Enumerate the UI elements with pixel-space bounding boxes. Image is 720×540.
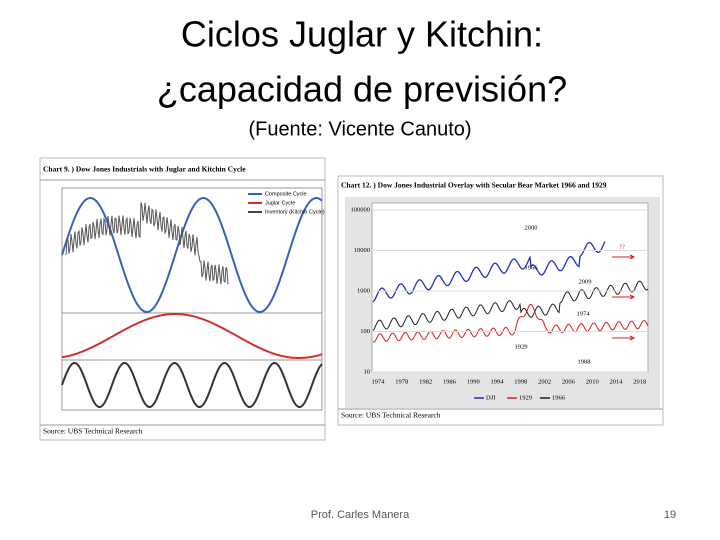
legend-label: Inventory (Kitchin Cycle) [265, 209, 325, 215]
x-tick-label: 2010 [586, 378, 599, 385]
composite-curve [61, 197, 323, 314]
legend-label: Juglar Cycle [265, 200, 295, 206]
y-tick-label: 10 [364, 368, 371, 375]
annotation: ?? [619, 243, 625, 250]
dow-curve [65, 202, 229, 285]
x-tick-label: 2018 [633, 378, 646, 385]
y-tick-label: 10000 [354, 247, 370, 254]
y-tick-label: 100000 [351, 206, 371, 213]
x-tick-label: 1986 [443, 378, 457, 385]
legend-label: Composite Cycle [265, 191, 307, 197]
x-tick-label: 1974 [372, 378, 386, 385]
annotation: 2009 [579, 278, 592, 285]
y-tick-label: 100 [360, 328, 370, 335]
legend-label: DJI [486, 394, 495, 401]
arrow [612, 335, 636, 341]
x-tick-label: 2006 [562, 378, 576, 385]
annotation: 1988 [578, 358, 591, 365]
left-chart: Chart 9. ) Dow Jones Industrials with Ju… [39, 157, 326, 441]
legend-label: 1929 [519, 394, 532, 401]
annotation: 1974 [577, 310, 591, 317]
x-tick-label: 2002 [538, 378, 551, 385]
x-tick-label: 1990 [467, 378, 480, 385]
juglar-curve [61, 313, 323, 359]
source: Source: UBS Technical Research [43, 427, 143, 436]
right-chart: Chart 12. ) Dow Jones Industrial Overlay… [337, 175, 664, 426]
source: Source: UBS Technical Research [341, 411, 441, 420]
chart-title: Chart 9. ) Dow Jones Industrials with Ju… [43, 165, 246, 174]
x-tick-label: 1978 [395, 378, 408, 385]
1966-curve [372, 280, 649, 331]
dji-curve [372, 241, 606, 303]
x-tick-label: 1982 [419, 378, 432, 385]
subtitle: (Fuente: Vicente Canuto) [248, 118, 471, 140]
annotation: 1929 [515, 343, 528, 350]
legend-label: 1966 [552, 394, 566, 401]
title-line: Ciclos Juglar y Kitchin: [181, 14, 543, 55]
y-tick-label: 1000 [357, 287, 370, 294]
arrow [612, 254, 636, 260]
arrow [612, 294, 636, 300]
title-line: ¿capacidad de previsión? [157, 69, 567, 110]
x-tick-label: 1994 [491, 378, 505, 385]
chart-title: Chart 12. ) Dow Jones Industrial Overlay… [341, 181, 607, 190]
annotation: 1966 [525, 264, 539, 271]
plot [371, 202, 649, 373]
kitchin-curve [61, 362, 323, 408]
x-tick-label: 1998 [514, 378, 527, 385]
1929-curve [372, 303, 649, 343]
footer: Prof. Carles Manera [311, 509, 410, 521]
x-tick-label: 2014 [610, 378, 624, 385]
annotation: 2000 [525, 224, 538, 231]
page-number: 19 [664, 509, 676, 521]
